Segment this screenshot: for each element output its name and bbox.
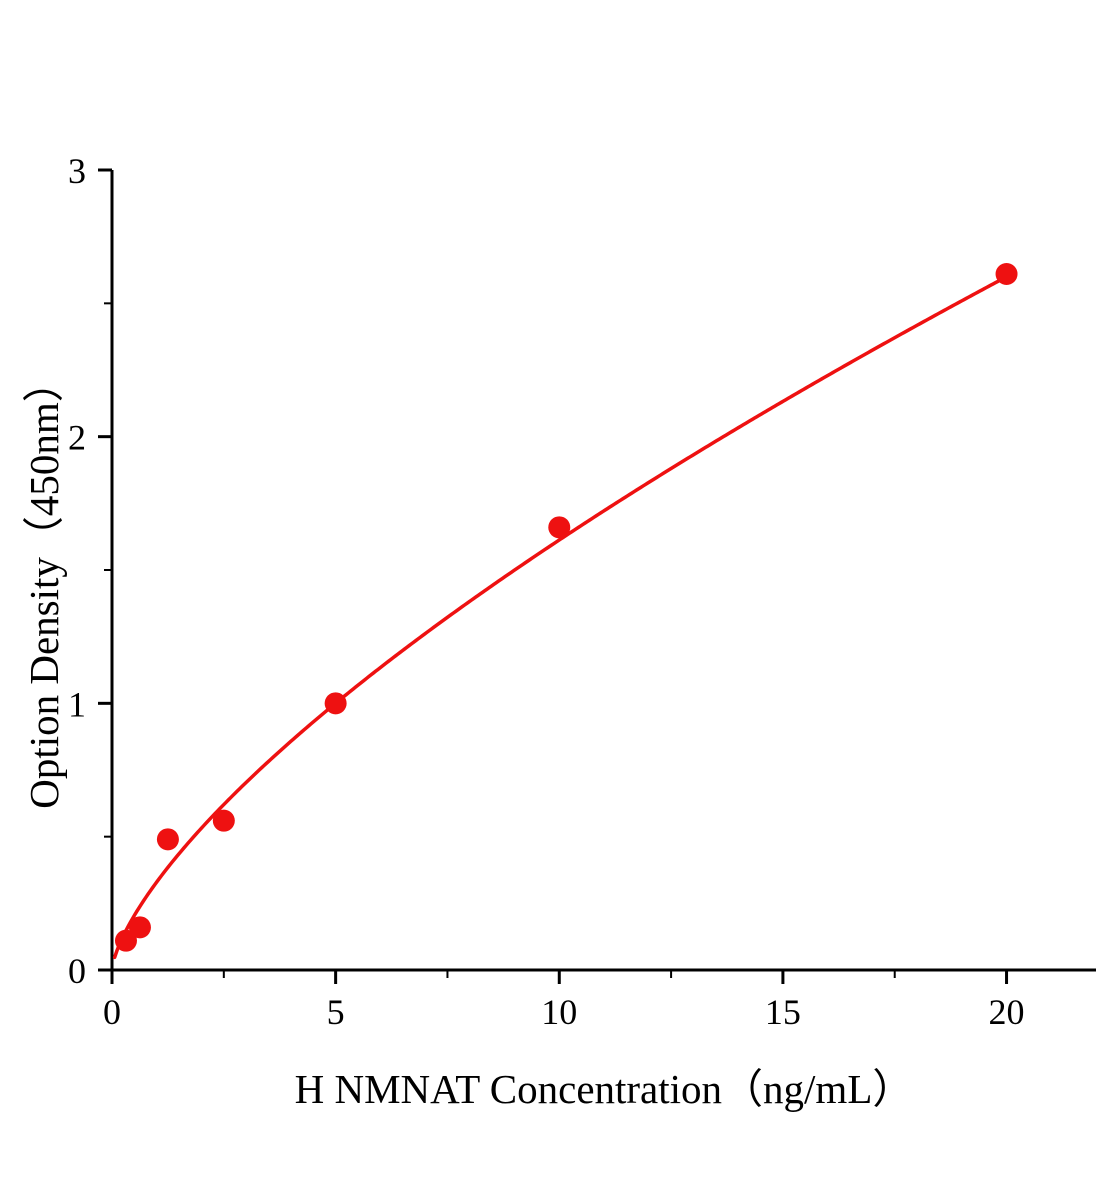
data-point: [212, 809, 235, 832]
data-point: [324, 692, 347, 715]
data-point: [548, 516, 571, 539]
x-axis-title: H NMNAT Concentration（ng/mL）: [294, 1066, 914, 1112]
data-point: [156, 828, 179, 851]
y-axis-title: Option Density（450nm）: [21, 361, 67, 809]
y-tick-label: 3: [68, 151, 86, 191]
y-tick-label: 1: [68, 684, 86, 724]
y-tick-label: 2: [68, 418, 86, 458]
fit-curve: [112, 275, 1009, 960]
x-tick-label: 5: [327, 992, 345, 1032]
x-tick-label: 10: [541, 992, 577, 1032]
data-point: [128, 916, 151, 939]
y-tick-label: 0: [68, 951, 86, 991]
data-point: [114, 929, 137, 952]
x-tick-label: 0: [103, 992, 121, 1032]
x-tick-label: 15: [765, 992, 801, 1032]
data-point: [995, 263, 1018, 285]
x-tick-label: 20: [989, 992, 1025, 1032]
